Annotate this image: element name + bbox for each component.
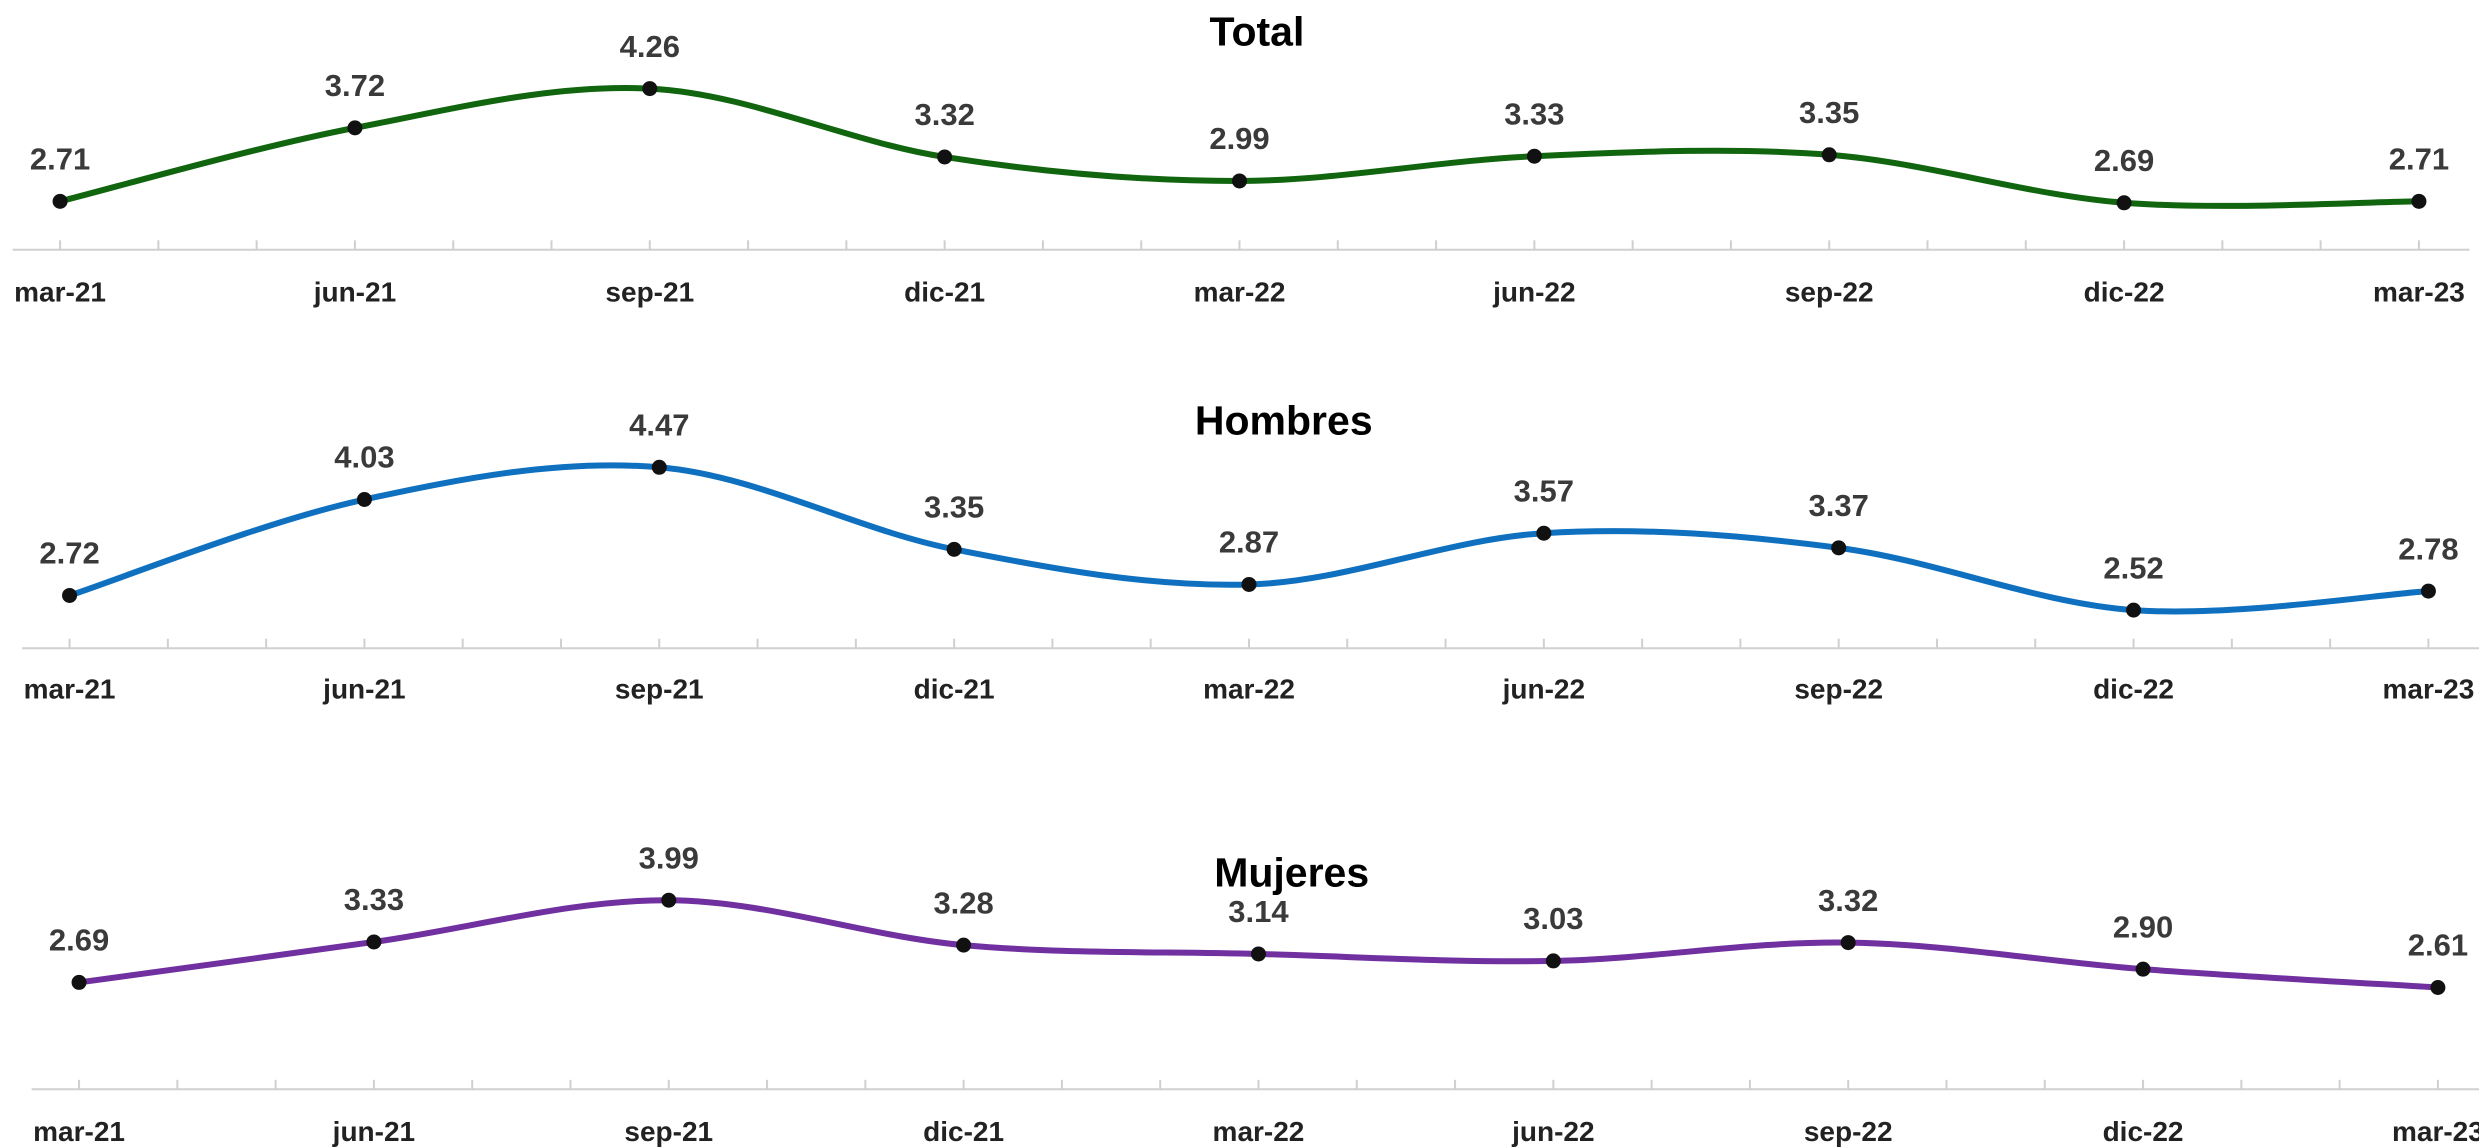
data-point xyxy=(366,934,382,950)
data-point xyxy=(642,81,658,97)
x-tick-label: jun-22 xyxy=(1492,276,1575,307)
data-label: 2.69 xyxy=(49,923,109,958)
data-point xyxy=(1250,946,1266,962)
data-point xyxy=(1526,148,1542,164)
data-label: 2.78 xyxy=(2398,531,2458,566)
x-tick-label: dic-21 xyxy=(904,276,985,307)
data-point xyxy=(2411,193,2427,209)
x-tick-label: mar-22 xyxy=(1194,276,1286,307)
data-label: 2.99 xyxy=(1209,121,1269,156)
x-tick-label: sep-21 xyxy=(624,1116,713,1147)
x-tick-label: jun-21 xyxy=(332,1116,415,1147)
data-label: 3.14 xyxy=(1228,894,1289,929)
data-label: 2.52 xyxy=(2103,550,2163,585)
data-point xyxy=(1821,147,1837,163)
x-tick-label: dic-22 xyxy=(2093,673,2174,704)
data-label: 2.72 xyxy=(39,536,99,571)
line-chart: Hombres mar-21 jun-21 sep-21 dic-21 mar-22 jun… xyxy=(22,398,2479,704)
chart-title: Mujeres xyxy=(1214,850,1369,896)
data-label: 2.90 xyxy=(2113,909,2173,944)
data-point xyxy=(956,937,972,953)
data-label: 2.87 xyxy=(1219,525,1279,560)
data-label: 2.69 xyxy=(2094,143,2154,178)
data-point xyxy=(52,193,68,209)
data-point xyxy=(71,974,87,990)
data-point xyxy=(1831,540,1847,556)
data-point xyxy=(937,149,953,165)
x-tick-label: sep-21 xyxy=(605,276,694,307)
data-point xyxy=(1241,576,1257,592)
data-point xyxy=(356,492,372,508)
data-label: 3.37 xyxy=(1809,488,1869,523)
data-point xyxy=(1232,173,1248,189)
x-tick-label: mar-23 xyxy=(2373,276,2465,307)
data-label: 2.71 xyxy=(30,142,90,177)
data-point xyxy=(2420,583,2436,599)
data-point xyxy=(2126,602,2142,618)
data-label: 3.32 xyxy=(1818,883,1878,918)
data-label: 4.47 xyxy=(629,407,689,442)
x-tick-label: jun-21 xyxy=(322,673,405,704)
x-tick-label: mar-21 xyxy=(24,673,116,704)
data-point xyxy=(347,120,363,136)
x-tick-label: sep-22 xyxy=(1794,673,1883,704)
x-tick-label: mar-21 xyxy=(14,276,106,307)
data-label: 3.28 xyxy=(933,885,993,920)
line-chart: Total mar-21 jun-21 sep-21 dic-21 mar-22 jun-2… xyxy=(12,9,2470,307)
data-point xyxy=(2116,195,2132,211)
x-tick-label: dic-22 xyxy=(2084,276,2165,307)
data-label: 3.03 xyxy=(1523,901,1583,936)
data-point xyxy=(946,541,962,557)
data-label: 3.35 xyxy=(924,490,984,525)
data-point xyxy=(1536,525,1552,541)
data-label: 3.57 xyxy=(1514,473,1574,508)
data-point xyxy=(62,587,78,603)
x-tick-label: mar-21 xyxy=(33,1116,125,1147)
x-tick-label: dic-21 xyxy=(914,673,995,704)
data-point xyxy=(2430,979,2446,995)
data-label: 4.26 xyxy=(620,29,680,64)
x-tick-label: jun-22 xyxy=(1502,673,1585,704)
data-label: 4.03 xyxy=(334,440,394,475)
data-point xyxy=(2135,961,2151,977)
data-label: 3.33 xyxy=(344,882,404,917)
data-point xyxy=(661,892,677,908)
data-label: 3.35 xyxy=(1799,95,1859,130)
x-tick-label: sep-22 xyxy=(1804,1116,1893,1147)
data-label: 3.72 xyxy=(325,68,385,103)
chart-title: Total xyxy=(1209,9,1304,55)
x-tick-label: dic-22 xyxy=(2103,1116,2184,1147)
x-tick-label: mar-22 xyxy=(1213,1116,1305,1147)
x-tick-label: mar-22 xyxy=(1203,673,1295,704)
data-label: 3.32 xyxy=(914,97,974,132)
line-chart: Mujeres mar-21 jun-21 sep-21 dic-21 mar-22 jun… xyxy=(31,840,2479,1147)
data-label: 2.61 xyxy=(2408,928,2468,963)
x-tick-label: sep-21 xyxy=(615,673,704,704)
x-tick-label: jun-21 xyxy=(313,276,396,307)
data-point xyxy=(651,459,667,475)
data-label: 3.33 xyxy=(1504,96,1564,131)
x-tick-label: mar-23 xyxy=(2382,673,2474,704)
data-label: 2.71 xyxy=(2389,142,2449,177)
x-tick-label: dic-21 xyxy=(923,1116,1004,1147)
data-point xyxy=(1545,953,1561,969)
data-label: 3.99 xyxy=(639,840,699,875)
data-point xyxy=(1840,935,1856,951)
x-tick-label: mar-23 xyxy=(2392,1116,2479,1147)
x-tick-label: sep-22 xyxy=(1785,276,1874,307)
x-tick-label: jun-22 xyxy=(1511,1116,1594,1147)
chart-title: Hombres xyxy=(1195,398,1373,444)
